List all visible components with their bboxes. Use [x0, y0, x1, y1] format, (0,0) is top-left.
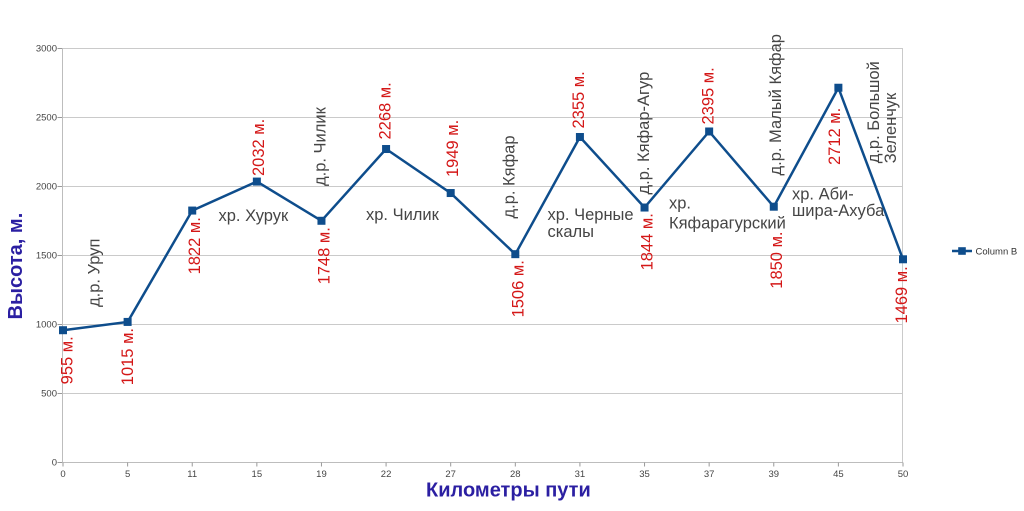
- svg-text:2355 м.: 2355 м.: [570, 71, 588, 128]
- svg-text:1850 м.: 1850 м.: [768, 232, 786, 289]
- svg-text:1822 м.: 1822 м.: [186, 217, 204, 274]
- svg-text:2500: 2500: [36, 113, 57, 124]
- svg-text:37: 37: [704, 469, 715, 480]
- svg-text:2000: 2000: [36, 182, 57, 193]
- svg-text:Кяфарагурский: Кяфарагурский: [669, 215, 786, 233]
- svg-text:хр.: хр.: [669, 195, 691, 213]
- svg-text:3000: 3000: [36, 44, 57, 55]
- svg-text:1000: 1000: [36, 320, 57, 331]
- svg-text:2395 м.: 2395 м.: [700, 67, 718, 124]
- svg-text:Высота, м.: Высота, м.: [5, 213, 27, 320]
- svg-text:д.р. Малый Кяфар: д.р. Малый Кяфар: [767, 34, 785, 175]
- svg-text:д.р. Большой: д.р. Большой: [865, 61, 883, 163]
- svg-text:2712 м.: 2712 м.: [826, 108, 844, 165]
- svg-text:хр. Чилик: хр. Чилик: [366, 206, 440, 224]
- svg-text:Column B: Column B: [976, 247, 1018, 258]
- svg-text:1748 м.: 1748 м.: [315, 227, 333, 284]
- svg-text:2032 м.: 2032 м.: [250, 119, 268, 176]
- svg-text:1469 м.: 1469 м.: [893, 266, 911, 323]
- svg-text:шира-Ахуба: шира-Ахуба: [792, 202, 885, 220]
- svg-text:д.р. Кяфар: д.р. Кяфар: [501, 135, 519, 218]
- svg-text:28: 28: [510, 469, 521, 480]
- svg-text:15: 15: [252, 469, 263, 480]
- svg-text:50: 50: [898, 469, 909, 480]
- svg-text:1949 м.: 1949 м.: [444, 120, 462, 177]
- svg-text:27: 27: [445, 469, 456, 480]
- svg-text:Зеленчук: Зеленчук: [882, 92, 900, 163]
- svg-text:хр. Черные: хр. Черные: [548, 206, 634, 224]
- svg-text:45: 45: [833, 469, 844, 480]
- svg-text:0: 0: [60, 469, 65, 480]
- svg-text:д.р. Кяфар-Агур: д.р. Кяфар-Агур: [635, 72, 653, 195]
- svg-text:скалы: скалы: [548, 223, 595, 241]
- svg-text:д.р. Чилик: д.р. Чилик: [312, 106, 330, 186]
- svg-text:Километры пути: Километры пути: [426, 480, 591, 502]
- svg-text:35: 35: [639, 469, 650, 480]
- svg-text:31: 31: [575, 469, 586, 480]
- svg-text:хр. Аби-: хр. Аби-: [792, 186, 854, 204]
- svg-text:5: 5: [125, 469, 130, 480]
- svg-text:19: 19: [316, 469, 327, 480]
- svg-text:22: 22: [381, 469, 392, 480]
- svg-text:д.р. Уруп: д.р. Уруп: [86, 239, 104, 307]
- svg-text:1015 м.: 1015 м.: [119, 328, 137, 385]
- svg-text:500: 500: [41, 389, 57, 400]
- svg-text:39: 39: [768, 469, 779, 480]
- svg-text:2268 м.: 2268 м.: [377, 82, 395, 139]
- svg-text:955 м.: 955 м.: [59, 336, 77, 384]
- svg-text:0: 0: [52, 458, 57, 469]
- svg-text:1844 м.: 1844 м.: [639, 213, 657, 270]
- svg-text:11: 11: [187, 469, 197, 480]
- svg-text:хр. Хурук: хр. Хурук: [219, 207, 290, 225]
- svg-text:1500: 1500: [36, 251, 57, 262]
- svg-text:1506 м.: 1506 м.: [509, 260, 527, 317]
